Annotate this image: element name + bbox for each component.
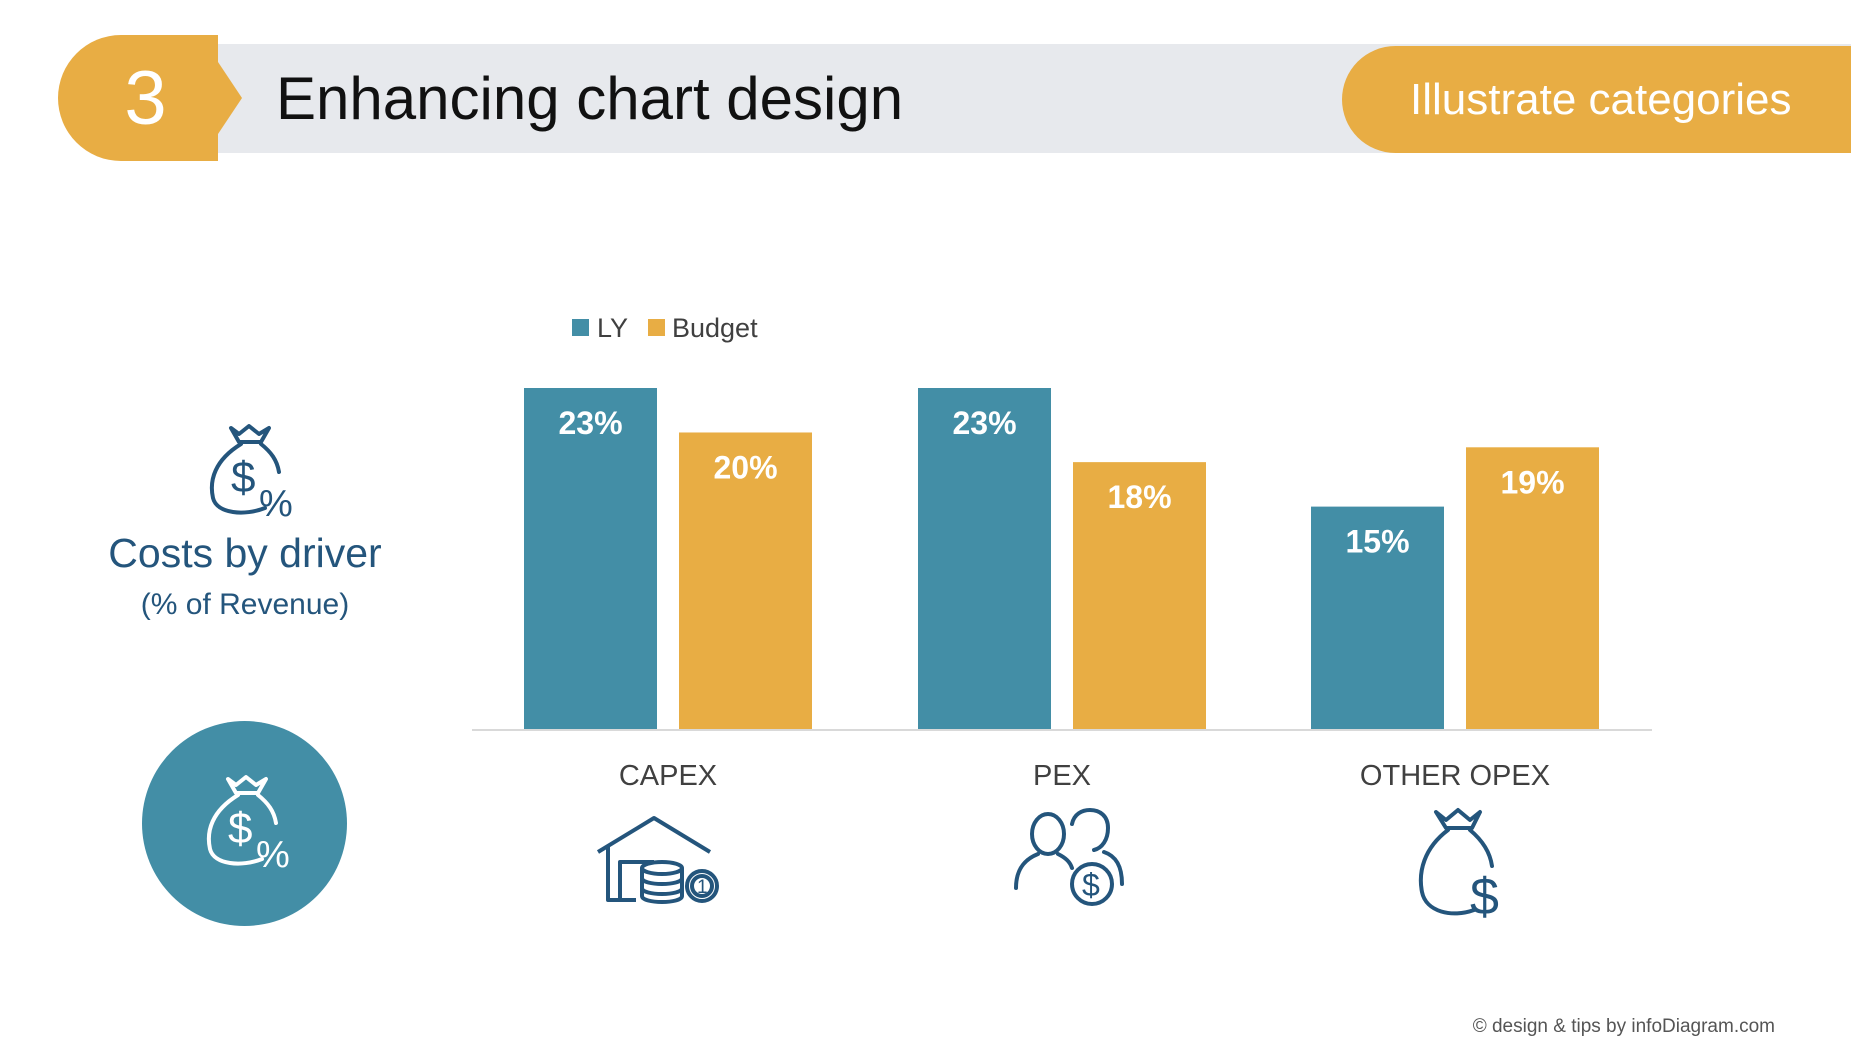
page-title: Enhancing chart design — [276, 65, 904, 132]
step-badge — [58, 35, 218, 161]
category-label: PEX — [1033, 760, 1091, 792]
bar-budget-pex — [1073, 462, 1206, 729]
bar-ly-pex — [918, 388, 1051, 729]
side-subtitle: (% of Revenue) — [140, 588, 350, 621]
footer-credit: © design & tips by infoDiagram.com — [1472, 1016, 1775, 1037]
data-label: 23% — [952, 405, 1016, 441]
money-bag-percent-icon: $ % — [209, 424, 293, 520]
legend-swatch-budget — [648, 319, 665, 336]
svg-text:1: 1 — [697, 877, 708, 898]
bar-ly-other-opex — [1311, 506, 1444, 729]
legend-label-budget: Budget — [672, 313, 758, 343]
step-number: 3 — [124, 55, 167, 141]
svg-text:$: $ — [1082, 867, 1100, 903]
money-bag-percent-icon: $ % — [206, 775, 290, 871]
bars: 23% 20% 23% 18% 15% 19% — [524, 388, 1599, 729]
svg-text:%: % — [256, 834, 290, 871]
data-label: 18% — [1107, 479, 1171, 515]
side-title: Costs by driver — [108, 530, 382, 576]
bar-budget-capex — [679, 432, 812, 729]
step-badge-arrow — [216, 59, 242, 137]
bar-ly-capex — [524, 388, 657, 729]
svg-text:$: $ — [231, 453, 255, 502]
category-labels: CAPEX PEX OTHER OPEX — [619, 760, 1550, 792]
svg-text:$: $ — [1470, 868, 1499, 922]
warehouse-coins-icon: 1 — [596, 816, 719, 904]
people-dollar-icon: $ — [1014, 808, 1124, 906]
data-label: 15% — [1345, 524, 1409, 560]
category-label: CAPEX — [619, 760, 717, 792]
legend-label-ly: LY — [597, 313, 628, 343]
svg-text:%: % — [259, 483, 293, 520]
section-tag: Illustrate categories — [1342, 46, 1851, 153]
legend: LY Budget — [572, 313, 758, 343]
legend-swatch-ly — [572, 319, 589, 336]
bar-budget-other-opex — [1466, 447, 1599, 729]
icon-circle: $ % — [142, 721, 347, 926]
svg-text:$: $ — [228, 804, 252, 853]
data-label: 20% — [713, 449, 777, 485]
category-label: OTHER OPEX — [1360, 760, 1550, 792]
data-label: 23% — [558, 405, 622, 441]
money-bag-dollar-icon: $ — [1418, 808, 1499, 922]
data-label: 19% — [1500, 464, 1564, 500]
